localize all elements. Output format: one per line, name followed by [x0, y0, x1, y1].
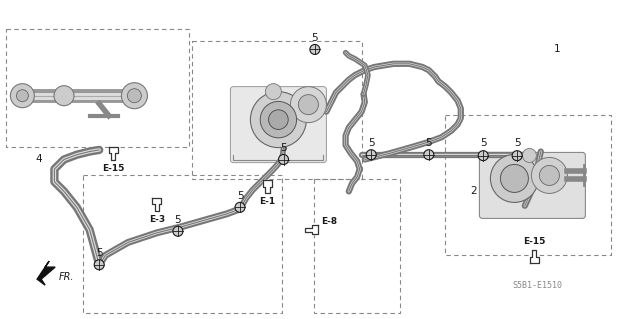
- Text: S5B1-E1510: S5B1-E1510: [513, 281, 563, 290]
- Circle shape: [512, 151, 522, 161]
- Circle shape: [235, 202, 245, 212]
- Circle shape: [424, 150, 434, 160]
- Circle shape: [291, 87, 326, 122]
- Text: 5: 5: [368, 138, 374, 148]
- Circle shape: [500, 164, 529, 192]
- Text: 5: 5: [480, 138, 486, 148]
- Circle shape: [531, 157, 568, 193]
- Circle shape: [478, 151, 488, 161]
- Circle shape: [173, 226, 183, 236]
- Text: 3: 3: [275, 129, 282, 139]
- Circle shape: [54, 86, 74, 106]
- Circle shape: [17, 90, 28, 102]
- Text: E-3: E-3: [148, 215, 165, 224]
- Polygon shape: [152, 198, 161, 211]
- Text: 5: 5: [175, 215, 181, 225]
- Circle shape: [522, 148, 536, 162]
- Text: 4: 4: [35, 154, 42, 165]
- Circle shape: [260, 101, 296, 138]
- Circle shape: [298, 95, 319, 115]
- Text: 5: 5: [514, 138, 520, 148]
- Text: 5: 5: [237, 191, 243, 201]
- Text: FR.: FR.: [59, 272, 75, 282]
- Circle shape: [266, 84, 282, 100]
- Text: E-15: E-15: [102, 164, 124, 173]
- Circle shape: [250, 92, 307, 148]
- Circle shape: [122, 83, 147, 109]
- Polygon shape: [109, 147, 118, 160]
- Circle shape: [269, 110, 288, 130]
- Circle shape: [540, 166, 559, 185]
- Text: 5: 5: [312, 33, 318, 43]
- Circle shape: [127, 89, 141, 103]
- Circle shape: [310, 44, 320, 55]
- Circle shape: [490, 154, 538, 203]
- Text: 5: 5: [96, 249, 102, 258]
- Text: E-1: E-1: [259, 197, 276, 206]
- Text: E-8: E-8: [321, 217, 337, 226]
- Polygon shape: [530, 250, 539, 263]
- Polygon shape: [37, 261, 55, 285]
- FancyBboxPatch shape: [479, 152, 586, 219]
- Circle shape: [10, 84, 35, 108]
- Text: 5: 5: [280, 143, 287, 153]
- Polygon shape: [263, 180, 272, 193]
- Text: E-15: E-15: [524, 237, 545, 246]
- FancyBboxPatch shape: [230, 87, 326, 163]
- Circle shape: [366, 150, 376, 160]
- Circle shape: [278, 154, 289, 165]
- Text: 1: 1: [554, 44, 560, 55]
- Polygon shape: [305, 225, 318, 234]
- Circle shape: [94, 260, 104, 270]
- Text: 5: 5: [426, 138, 432, 148]
- Text: 2: 2: [470, 186, 477, 197]
